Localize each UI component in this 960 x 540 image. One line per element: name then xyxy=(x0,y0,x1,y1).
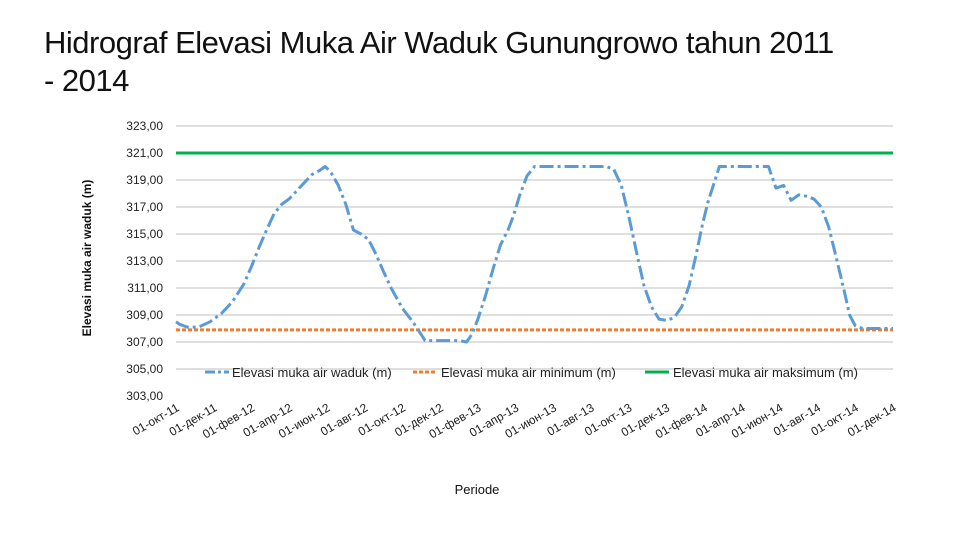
y-tick-label: 319,00 xyxy=(126,173,163,187)
chart-title: Hidrograf Elevasi Muka Air Waduk Gunungr… xyxy=(44,25,834,98)
legend-label: Elevasi muka air minimum (m) xyxy=(441,365,616,380)
legend-label: Elevasi muka air waduk (m) xyxy=(232,365,392,380)
y-tick-label: 307,00 xyxy=(126,335,163,349)
y-axis-label: Elevasi muka air waduk (m) xyxy=(80,180,94,337)
series-line-1 xyxy=(175,165,893,344)
series-lines xyxy=(175,151,893,344)
y-tick-label: 315,00 xyxy=(126,227,163,241)
y-tick-label: 321,00 xyxy=(126,146,163,160)
x-axis-label: Periode xyxy=(455,482,500,497)
y-tick-label: 305,00 xyxy=(126,362,163,376)
legend: Elevasi muka air waduk (m) Elevasi muka a… xyxy=(205,365,858,380)
y-tick-label: 313,00 xyxy=(126,254,163,268)
x-axis-ticks: 01-окт-1101-дек-1101-фев-1201-апр-1201-и… xyxy=(130,400,899,441)
legend-label: Elevasi muka air maksimum (m) xyxy=(673,365,858,380)
y-tick-label: 317,00 xyxy=(126,200,163,214)
y-tick-label: 303,00 xyxy=(126,389,163,403)
y-tick-label: 323,00 xyxy=(126,119,163,133)
y-axis-ticks: 303,00 305,00 307,00 309,00 311,00 313,00 315,… xyxy=(126,119,163,403)
y-tick-label: 309,00 xyxy=(126,308,163,322)
gridlines xyxy=(176,125,893,370)
y-tick-label: 311,00 xyxy=(127,281,163,295)
